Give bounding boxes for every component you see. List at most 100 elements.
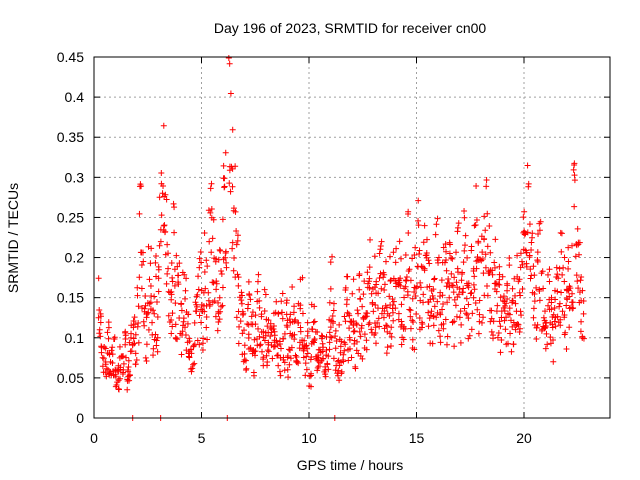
data-point <box>264 359 271 366</box>
data-point <box>565 265 572 272</box>
data-point <box>487 249 494 256</box>
data-point <box>554 288 561 295</box>
data-point <box>108 347 115 354</box>
data-point <box>306 373 313 380</box>
y-tick-label: 0.2 <box>65 250 85 266</box>
data-point <box>481 235 488 242</box>
data-point <box>442 240 449 247</box>
data-point <box>102 345 109 352</box>
data-point <box>245 331 252 338</box>
data-point <box>484 292 491 299</box>
data-point <box>163 196 170 203</box>
data-point <box>262 291 269 298</box>
data-point <box>198 259 205 266</box>
data-point <box>161 222 168 229</box>
data-point <box>389 309 396 316</box>
data-point <box>386 253 393 260</box>
data-point <box>322 371 329 378</box>
data-point <box>246 346 253 353</box>
data-point <box>143 314 150 321</box>
data-point <box>234 232 241 239</box>
x-axis-label: GPS time / hours <box>297 457 404 473</box>
data-point <box>265 317 272 324</box>
data-point <box>517 292 524 299</box>
data-point <box>554 313 561 320</box>
data-point <box>201 230 208 237</box>
data-point <box>160 182 167 189</box>
data-point <box>446 250 453 257</box>
data-point <box>449 255 456 262</box>
data-point <box>277 372 284 379</box>
data-point <box>293 359 300 366</box>
data-point <box>573 272 580 279</box>
data-point <box>578 274 585 280</box>
data-point <box>415 222 422 229</box>
data-point <box>461 247 468 254</box>
data-point <box>154 313 161 320</box>
data-point <box>495 330 502 337</box>
data-point <box>201 308 208 315</box>
data-point <box>398 341 405 348</box>
data-point <box>506 305 513 312</box>
data-point <box>293 354 300 361</box>
data-point <box>334 358 341 365</box>
data-point <box>252 321 259 328</box>
data-point <box>373 340 379 347</box>
data-point <box>208 180 215 187</box>
data-point <box>555 275 562 282</box>
data-point <box>432 231 439 238</box>
data-point <box>302 360 309 367</box>
data-point <box>482 264 489 271</box>
data-point <box>377 246 384 253</box>
data-point <box>521 231 528 238</box>
data-point <box>536 220 543 227</box>
data-point <box>160 122 167 129</box>
data-point <box>153 252 160 259</box>
data-point <box>291 318 298 325</box>
data-point <box>158 169 165 176</box>
data-point <box>171 229 178 236</box>
data-point <box>519 285 526 292</box>
data-point <box>152 331 159 338</box>
data-point <box>471 286 478 293</box>
data-point <box>243 365 250 372</box>
data-point <box>223 259 230 266</box>
data-point <box>519 261 526 268</box>
data-point <box>327 285 334 292</box>
data-point <box>465 301 472 308</box>
x-tick-label: 5 <box>198 430 206 446</box>
data-point <box>217 247 224 254</box>
data-point <box>291 303 298 310</box>
data-point <box>402 252 409 259</box>
data-point <box>247 296 254 303</box>
data-point <box>222 149 229 156</box>
data-point <box>429 292 436 299</box>
data-point <box>496 281 503 288</box>
data-point <box>242 357 249 364</box>
data-point <box>552 296 559 303</box>
data-point <box>448 282 455 289</box>
data-point <box>233 314 240 321</box>
data-point <box>382 258 389 265</box>
data-point <box>574 225 581 232</box>
data-point <box>367 236 374 243</box>
data-point <box>351 327 358 334</box>
data-point <box>232 163 239 170</box>
data-point <box>115 385 122 392</box>
data-point <box>105 319 112 326</box>
data-point <box>274 352 281 359</box>
data-point <box>515 321 522 328</box>
data-point <box>229 245 236 252</box>
data-point <box>264 323 271 330</box>
data-point <box>99 354 106 361</box>
data-point <box>386 330 393 337</box>
data-point <box>132 350 139 357</box>
data-point <box>407 307 414 314</box>
data-point <box>413 310 420 317</box>
data-point <box>347 318 354 325</box>
data-point <box>165 312 172 319</box>
data-point <box>416 247 423 254</box>
data-point <box>411 284 418 291</box>
data-point <box>392 305 399 312</box>
data-point <box>455 220 462 227</box>
